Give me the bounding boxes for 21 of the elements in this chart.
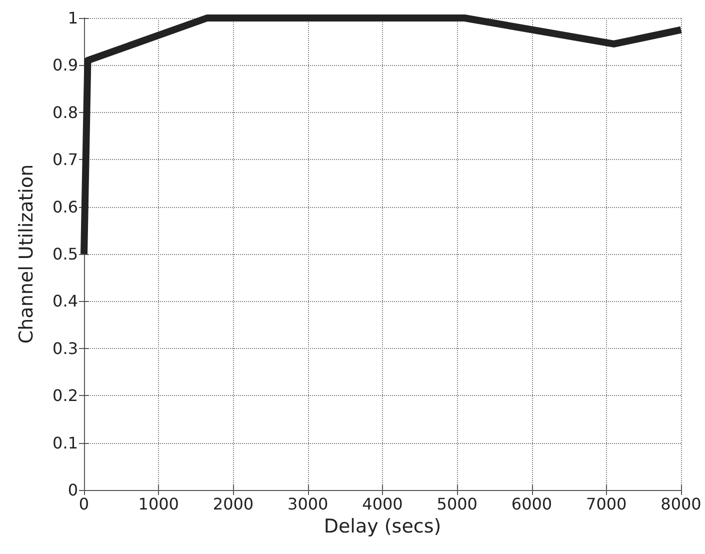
y-tick-label: 0.5 (52, 244, 78, 264)
y-tick-label: 0.1 (52, 433, 78, 452)
y-tick-label: 0.8 (52, 102, 78, 122)
y-tick-label: 0 (68, 480, 78, 500)
x-tick-label: 3000 (288, 494, 328, 514)
y-tick-label: 0.6 (52, 197, 78, 216)
x-tick-label: 6000 (511, 494, 552, 514)
x-tick-label: 8000 (660, 494, 702, 514)
x-tick-label: 4000 (362, 494, 403, 514)
y-tick-label: 0.9 (52, 56, 78, 75)
x-tick-label: 7000 (586, 494, 627, 514)
y-axis-title: Channel Utilization (16, 164, 38, 344)
y-tick-label: 1 (68, 8, 78, 28)
y-tick-label: 0.2 (52, 386, 78, 406)
x-axis-title: Delay (secs) (324, 515, 442, 538)
x-tick-label: 1000 (138, 494, 179, 514)
y-tick-label: 0.4 (52, 292, 78, 311)
x-tick-label: 5000 (436, 494, 478, 514)
y-tick-label: 0.3 (52, 338, 78, 358)
x-tick-label: 2000 (212, 494, 254, 514)
y-tick-label: 0.7 (52, 150, 78, 170)
